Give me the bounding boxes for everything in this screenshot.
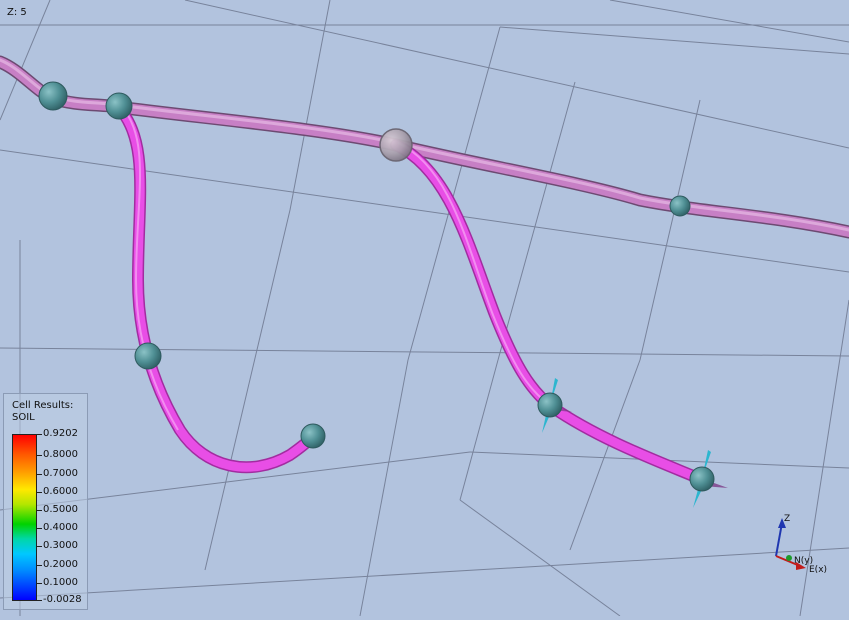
lateral-well-1[interactable] [112, 101, 319, 474]
legend-title: Cell Results: SOIL [12, 400, 73, 424]
legend-tick [37, 434, 42, 435]
legend-value: 0.2000 [43, 559, 78, 570]
legend-tick [37, 455, 42, 456]
legend-value: -0.0028 [43, 594, 82, 605]
main-well[interactable] [0, 55, 849, 239]
legend-value: 0.8000 [43, 449, 78, 460]
legend-value: 0.4000 [43, 522, 78, 533]
axis-z-label: Z [784, 514, 790, 524]
color-legend[interactable]: Cell Results: SOIL 0.9202 0.8000 0.7000 … [3, 393, 88, 610]
legend-tick [37, 583, 42, 584]
legend-tick [37, 546, 42, 547]
legend-value: 0.1000 [43, 577, 78, 588]
z-scale-label: Z: 5 [7, 7, 27, 18]
connection-nodes[interactable] [38, 81, 715, 492]
legend-title-line1: Cell Results: [12, 400, 74, 411]
legend-tick [37, 528, 42, 529]
legend-title-line2: SOIL [12, 412, 35, 423]
axis-triad: Z N(y) E(x) [775, 514, 827, 575]
legend-tick [37, 510, 42, 511]
legend-value: 0.5000 [43, 504, 78, 515]
legend-value: 0.9202 [43, 428, 78, 439]
legend-tick [37, 474, 42, 475]
legend-tick [37, 565, 42, 566]
legend-value: 0.7000 [43, 468, 78, 479]
legend-value: 0.3000 [43, 540, 78, 551]
axis-e-label: E(x) [809, 565, 827, 575]
legend-value: 0.6000 [43, 486, 78, 497]
legend-tick [37, 600, 42, 601]
axis-n-label: N(y) [794, 556, 813, 566]
legend-color-bar [12, 434, 37, 601]
legend-tick [37, 492, 42, 493]
